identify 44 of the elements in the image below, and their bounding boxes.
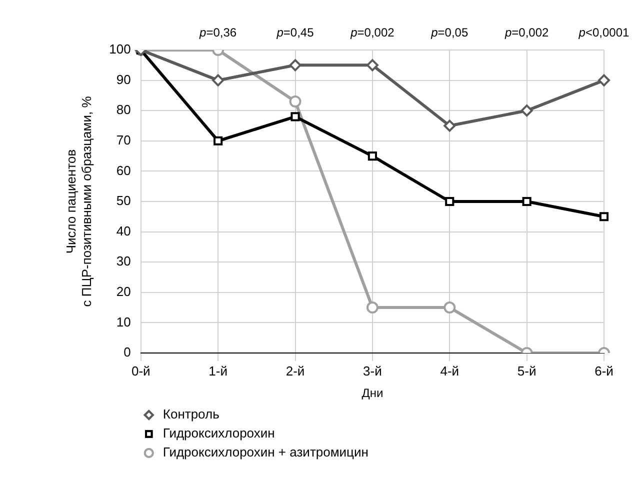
text: p<0,0001 (578, 25, 630, 40)
point (368, 152, 377, 161)
text: p=0,05 (430, 25, 468, 40)
point (599, 212, 609, 222)
legend-label: Гидроксихлорохин (162, 426, 275, 441)
point (444, 120, 456, 132)
y-tick-label: 80 (116, 102, 131, 118)
point (289, 59, 302, 72)
x-tick-label: 5-й (517, 363, 536, 378)
y-tick-label: 0 (124, 344, 131, 360)
point (289, 96, 302, 108)
legend-label: Гидроксихлорохин + азитромицин (162, 444, 368, 460)
point (444, 302, 456, 314)
x-tick-label: 2-й (286, 363, 305, 378)
point (598, 74, 610, 86)
x-axis-title: Дни (362, 386, 384, 400)
y-tick-label: 60 (116, 162, 131, 178)
text: p=0,002 (504, 25, 549, 40)
y-tick-label: 20 (116, 284, 131, 299)
y-tick-label: 70 (116, 132, 131, 148)
y-axis-title: Число пациентов с ПЦР-позитивными образцами, % (63, 96, 94, 307)
point (366, 302, 378, 314)
y-tick-label: 30 (116, 254, 131, 269)
x-tick-label: 3-й (363, 363, 382, 378)
legend-label: Контроль (162, 406, 220, 422)
point (212, 74, 224, 86)
text: p=0,36 (198, 25, 237, 40)
x-tick-label: 1-й (208, 363, 228, 378)
y-tick-label: 100 (109, 42, 131, 57)
y-tick-label: 10 (116, 314, 131, 330)
point (214, 136, 223, 146)
x-tick-label: 0-й (131, 363, 150, 378)
y-tick-label: 40 (116, 223, 131, 238)
point (520, 104, 533, 117)
point (445, 196, 454, 206)
y-tick-label: 50 (116, 193, 131, 208)
point (522, 196, 532, 206)
text: p=0,45 (276, 25, 314, 40)
x-tick-label: 4-й (440, 363, 460, 378)
text: p=0,002 (350, 25, 395, 40)
point (366, 59, 378, 72)
point (290, 112, 300, 122)
x-tick-label: 6-й (594, 363, 614, 378)
y-tick-label: 90 (116, 72, 131, 87)
